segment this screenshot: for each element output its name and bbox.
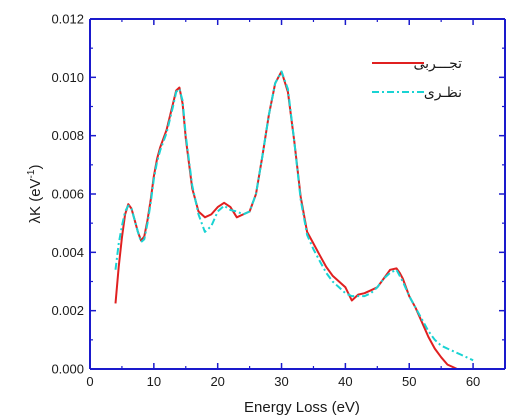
x-tick-label: 50 xyxy=(402,374,416,389)
plot-area xyxy=(90,19,505,369)
x-tick-label: 60 xyxy=(466,374,480,389)
y-tick-label: 0.006 xyxy=(51,187,84,202)
x-tick-label: 20 xyxy=(210,374,224,389)
y-tick-label: 0.012 xyxy=(51,12,84,27)
series-layer xyxy=(114,70,474,370)
plot-background xyxy=(90,19,505,369)
x-tick-label: 30 xyxy=(274,374,288,389)
legend: تجـــربی نظـری xyxy=(372,56,462,101)
y-tick-label: 0.004 xyxy=(51,245,84,260)
y-tick-label: 0.002 xyxy=(51,303,84,318)
legend-label-theoretical: نظـری xyxy=(424,85,462,101)
ticks-layer: 0 10 20 30 40 50 60 0.000 0.002 0.004 0.006 0.008 0.… xyxy=(51,12,505,389)
y-axis-title: λK (eV-1) xyxy=(26,165,44,224)
x-tick-label: 40 xyxy=(338,374,352,389)
y-axis-title-sup: -1 xyxy=(26,169,37,178)
y-tick-label: 0.010 xyxy=(51,70,84,85)
y-tick-label: 0.008 xyxy=(51,128,84,143)
x-tick-label: 0 xyxy=(86,374,93,389)
y-axis-title-main: λK (eV xyxy=(27,178,44,223)
x-axis-title: Energy Loss (eV) xyxy=(244,399,360,416)
y-axis-title-tail: ) xyxy=(27,165,44,170)
series-line-theoretical xyxy=(114,70,474,362)
y-tick-label: 0.000 xyxy=(51,362,84,377)
x-tick-label: 10 xyxy=(147,374,161,389)
legend-label-experimental: تجـــربی xyxy=(413,56,462,72)
